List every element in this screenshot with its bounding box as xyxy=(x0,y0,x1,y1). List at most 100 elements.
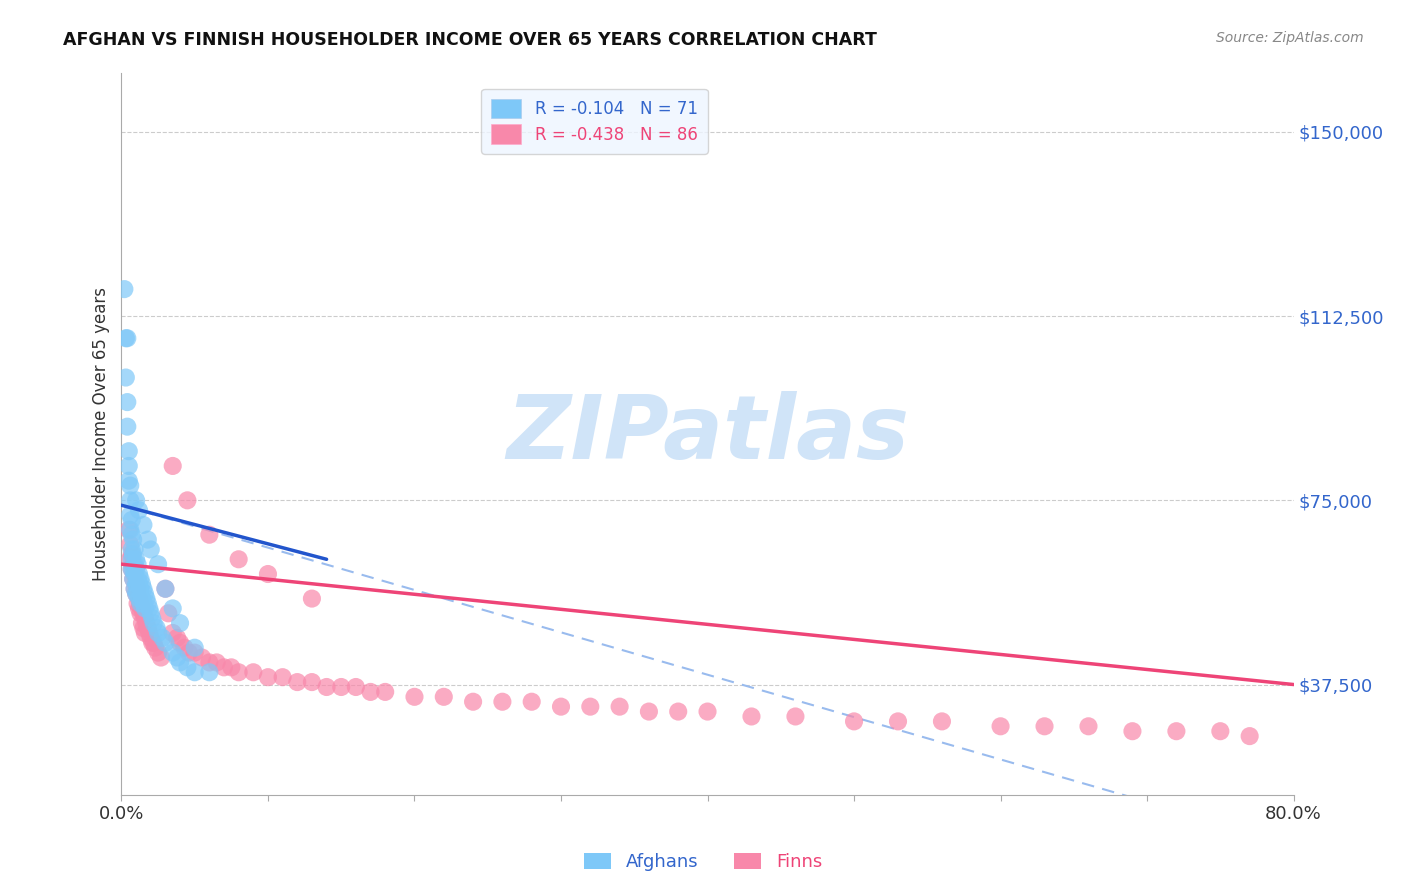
Point xyxy=(433,690,456,704)
Point xyxy=(166,650,188,665)
Point xyxy=(142,636,165,650)
Point xyxy=(228,552,250,566)
Point xyxy=(122,572,145,586)
Point xyxy=(1077,719,1099,733)
Point xyxy=(740,709,762,723)
Point xyxy=(666,705,689,719)
Point xyxy=(114,370,136,384)
Point xyxy=(127,597,149,611)
Point xyxy=(228,665,250,680)
Point xyxy=(990,719,1012,733)
Point xyxy=(696,705,718,719)
Point xyxy=(257,670,280,684)
Point xyxy=(127,572,149,586)
Point xyxy=(146,558,169,572)
Point xyxy=(785,709,807,723)
Point xyxy=(129,597,152,611)
Point xyxy=(198,665,221,680)
Point xyxy=(129,597,152,611)
Point xyxy=(122,558,145,572)
Point xyxy=(125,587,148,601)
Point xyxy=(124,582,146,596)
Point xyxy=(139,542,162,557)
Point xyxy=(125,577,148,591)
Point xyxy=(127,587,149,601)
Point xyxy=(609,699,631,714)
Point xyxy=(132,597,155,611)
Point xyxy=(1121,724,1143,739)
Point xyxy=(173,640,195,655)
Point xyxy=(125,493,148,508)
Point xyxy=(122,533,145,547)
Point xyxy=(461,695,484,709)
Point xyxy=(131,577,153,591)
Point xyxy=(520,695,543,709)
Point xyxy=(121,542,143,557)
Point xyxy=(128,591,150,606)
Point xyxy=(120,508,142,522)
Point xyxy=(374,685,396,699)
Point xyxy=(117,331,139,345)
Point xyxy=(285,675,308,690)
Point xyxy=(131,601,153,615)
Point xyxy=(132,621,155,635)
Point xyxy=(128,503,150,517)
Point xyxy=(271,670,294,684)
Point xyxy=(138,626,160,640)
Point xyxy=(142,616,165,631)
Point xyxy=(131,591,153,606)
Point xyxy=(118,523,141,537)
Point xyxy=(124,567,146,582)
Point xyxy=(125,587,148,601)
Y-axis label: Householder Income Over 65 years: Householder Income Over 65 years xyxy=(93,287,110,581)
Point xyxy=(169,616,191,631)
Legend: R = -0.104   N = 71, R = -0.438   N = 86: R = -0.104 N = 71, R = -0.438 N = 86 xyxy=(481,88,707,153)
Point xyxy=(117,395,139,409)
Legend: Afghans, Finns: Afghans, Finns xyxy=(576,846,830,879)
Point xyxy=(257,567,280,582)
Point xyxy=(579,699,602,714)
Point xyxy=(146,626,169,640)
Point xyxy=(121,513,143,527)
Point xyxy=(124,558,146,572)
Point xyxy=(129,572,152,586)
Point xyxy=(129,607,152,621)
Point xyxy=(131,616,153,631)
Point xyxy=(124,542,146,557)
Point xyxy=(121,552,143,566)
Point xyxy=(121,562,143,576)
Point xyxy=(155,582,177,596)
Point xyxy=(141,611,163,625)
Point xyxy=(1033,719,1056,733)
Point xyxy=(638,705,661,719)
Point xyxy=(150,650,173,665)
Point xyxy=(176,493,198,508)
Point xyxy=(128,567,150,582)
Point xyxy=(1239,729,1261,743)
Point xyxy=(146,646,169,660)
Point xyxy=(176,660,198,674)
Point xyxy=(155,636,177,650)
Point xyxy=(301,675,323,690)
Point xyxy=(118,444,141,458)
Point xyxy=(120,552,142,566)
Point xyxy=(134,587,156,601)
Point xyxy=(550,699,572,714)
Point xyxy=(162,458,184,473)
Point xyxy=(143,640,166,655)
Point xyxy=(177,646,200,660)
Text: AFGHAN VS FINNISH HOUSEHOLDER INCOME OVER 65 YEARS CORRELATION CHART: AFGHAN VS FINNISH HOUSEHOLDER INCOME OVE… xyxy=(63,31,877,49)
Point xyxy=(145,621,167,635)
Point xyxy=(134,601,156,615)
Point xyxy=(491,695,513,709)
Point xyxy=(162,601,184,615)
Point xyxy=(139,607,162,621)
Point xyxy=(166,631,188,645)
Point xyxy=(136,597,159,611)
Point xyxy=(887,714,910,729)
Point xyxy=(125,577,148,591)
Point xyxy=(127,582,149,596)
Point xyxy=(842,714,865,729)
Point xyxy=(155,582,177,596)
Point xyxy=(121,527,143,541)
